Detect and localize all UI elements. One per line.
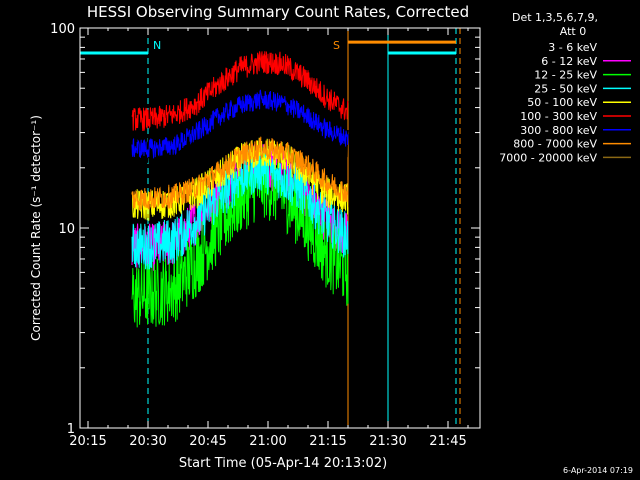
chart-title: HESSI Observing Summary Count Rates, Cor… [87, 3, 469, 21]
x-tick-label: 21:00 [249, 434, 286, 449]
series-line [131, 51, 349, 132]
y-tick-label: 100 [50, 22, 75, 37]
x-tick-label: 21:45 [429, 434, 466, 449]
legend-label: 300 - 800 keV [520, 124, 597, 137]
y-axis-label: Corrected Count Rate (s⁻¹ detector⁻¹) [29, 115, 43, 341]
x-tick-label: 20:30 [129, 434, 166, 449]
legend-label: 25 - 50 keV [534, 82, 597, 95]
series-line [131, 147, 349, 328]
y-tick-label: 10 [58, 222, 75, 237]
timestamp: 6-Apr-2014 07:19 [563, 466, 633, 475]
legend-label: 12 - 25 keV [534, 69, 597, 82]
x-tick-label: 21:15 [309, 434, 346, 449]
series-line [131, 136, 349, 211]
axis-ticks: 20:15 20:30 20:45 21:00 21:15 21:30 21:45 1 10 10… [50, 22, 480, 449]
series-line [131, 137, 349, 221]
legend-header-line2: Att 0 [560, 25, 586, 38]
legend-label: 6 - 12 keV [541, 55, 597, 68]
x-axis-label: Start Time (05-Apr-14 20:13:02) [179, 456, 387, 471]
legend-label: 3 - 6 keV [548, 41, 597, 54]
series-group [131, 51, 349, 328]
y-tick-label: 1 [67, 422, 75, 437]
annotation-label: N [153, 39, 161, 52]
legend-label: 7000 - 20000 keV [499, 151, 597, 164]
series-line [131, 89, 349, 159]
x-tick-label: 21:30 [369, 434, 406, 449]
x-tick-label: 20:15 [69, 434, 106, 449]
legend-label: 100 - 300 keV [520, 110, 597, 123]
annotation-label: S [333, 39, 340, 52]
flag-bars [80, 40, 456, 55]
x-tick-label: 20:45 [189, 434, 226, 449]
legend-label: 50 - 100 keV [527, 96, 597, 109]
legend-header-line1: Det 1,3,5,6,7,9, [512, 11, 598, 24]
legend-label: 800 - 7000 keV [513, 138, 597, 151]
